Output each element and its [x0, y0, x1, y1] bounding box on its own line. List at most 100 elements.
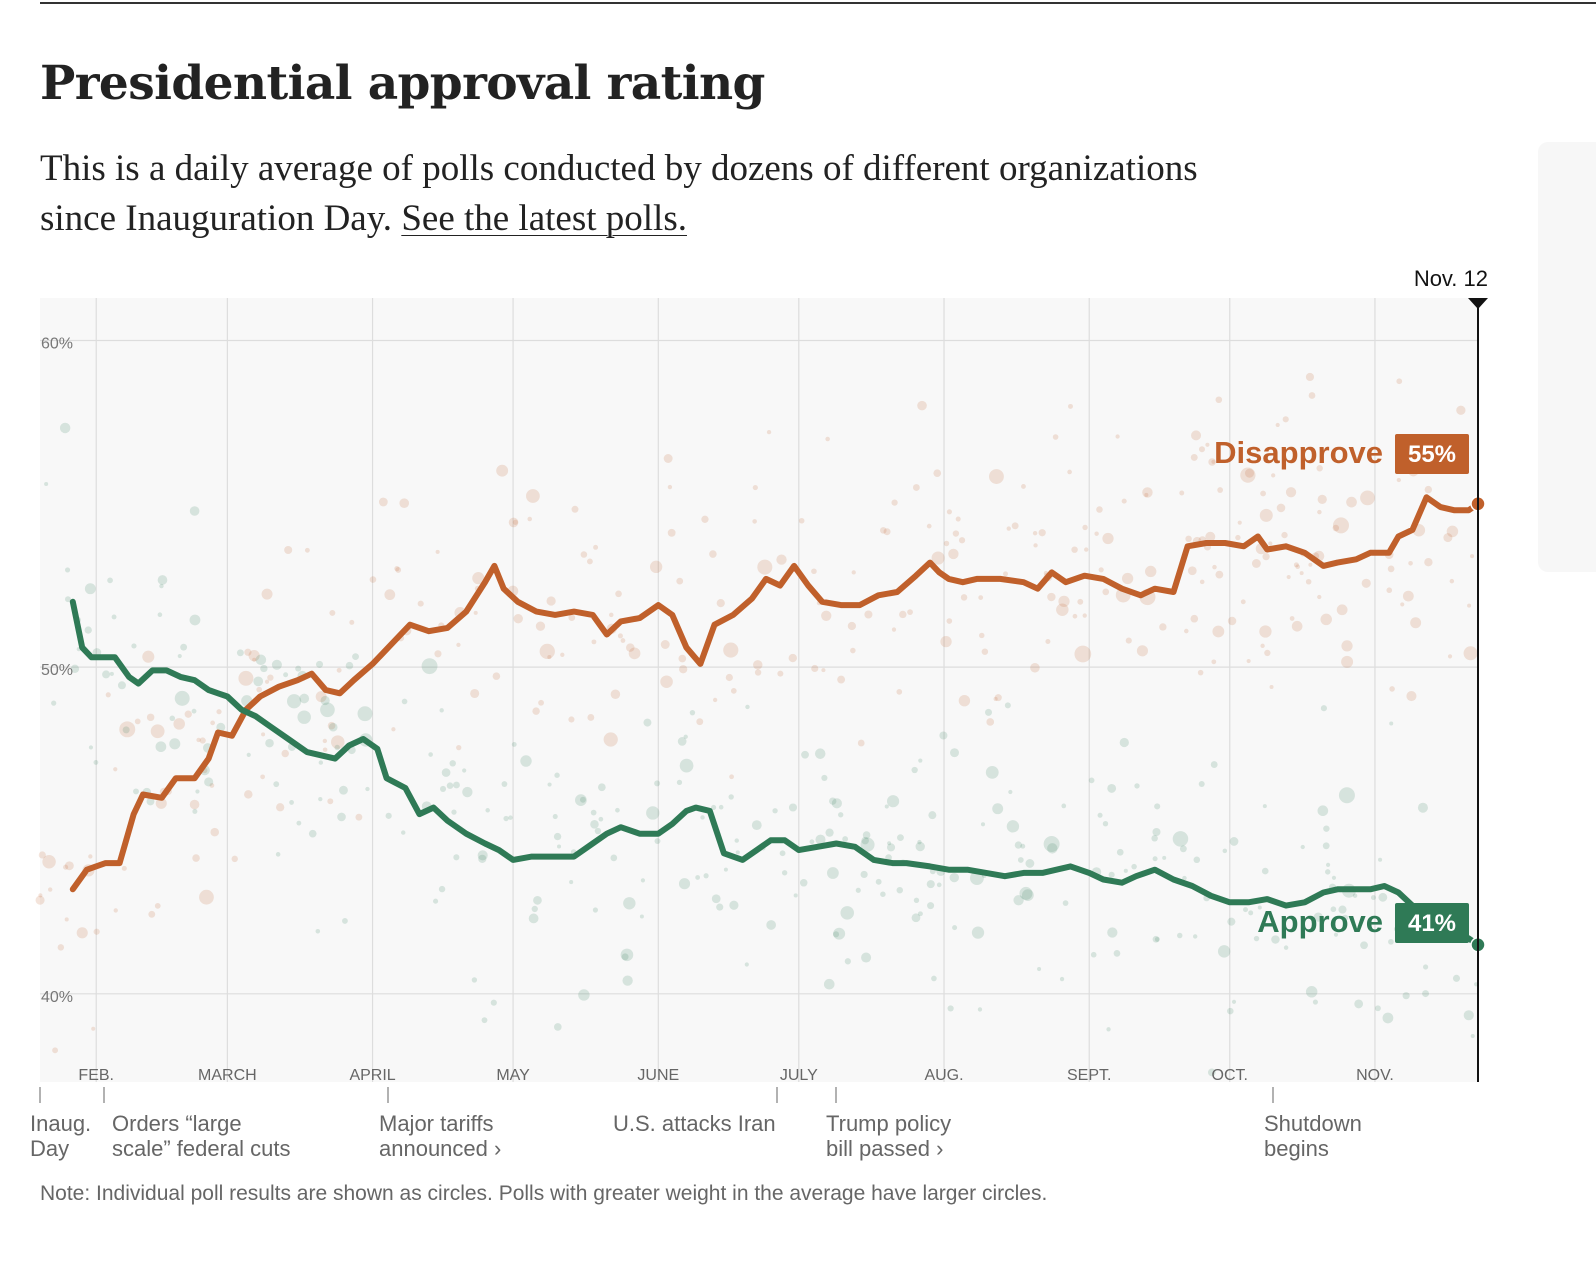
poll-dot	[1096, 506, 1103, 513]
poll-dot	[586, 558, 593, 565]
poll-dot	[1417, 802, 1428, 813]
poll-dot	[1240, 599, 1246, 605]
poll-dot	[1320, 613, 1332, 626]
poll-dot	[568, 614, 576, 622]
event-label: announced ›	[379, 1136, 501, 1161]
poll-dot	[296, 820, 302, 826]
poll-dot	[1134, 783, 1140, 789]
poll-dot	[1235, 534, 1241, 541]
poll-dot	[979, 632, 985, 639]
poll-dot	[547, 655, 552, 660]
poll-dot	[157, 575, 168, 585]
poll-dot	[485, 808, 490, 813]
poll-dot	[253, 676, 264, 687]
poll-dot	[1159, 623, 1167, 631]
event-label: Orders “large	[112, 1111, 242, 1136]
poll-dot	[1293, 562, 1299, 568]
poll-dot	[1316, 465, 1323, 472]
poll-dot	[683, 734, 688, 739]
poll-dot	[766, 920, 776, 930]
poll-dot	[1269, 684, 1274, 689]
poll-dot	[1119, 737, 1129, 748]
month-label: MAY	[496, 1067, 530, 1084]
poll-dot	[142, 650, 155, 663]
poll-dot	[216, 709, 222, 715]
poll-dot	[1025, 859, 1035, 868]
poll-dot	[603, 732, 618, 747]
latest-polls-link[interactable]: See the latest polls.	[401, 198, 687, 239]
poll-dot	[1470, 554, 1475, 559]
poll-dot	[1406, 691, 1417, 702]
poll-dot	[119, 721, 136, 738]
top-rule	[40, 2, 1596, 4]
poll-dot	[210, 827, 220, 837]
poll-dot	[441, 768, 451, 777]
poll-dot	[886, 795, 900, 808]
poll-dot	[421, 658, 438, 675]
month-label: NOV.	[1356, 1067, 1394, 1084]
poll-dot	[1062, 900, 1069, 906]
poll-dot	[744, 962, 749, 967]
poll-dot	[157, 612, 163, 618]
poll-dot	[788, 653, 797, 663]
poll-dot	[927, 902, 935, 910]
poll-dot	[1396, 477, 1401, 483]
poll-dot	[440, 785, 447, 792]
poll-dot	[192, 854, 200, 862]
poll-dot	[553, 832, 562, 841]
y-tick-label: 40%	[41, 989, 73, 1006]
poll-dot	[952, 530, 960, 537]
poll-dot	[912, 484, 920, 491]
poll-dot	[51, 700, 57, 706]
poll-dot	[1305, 578, 1312, 585]
poll-dot	[244, 790, 253, 799]
poll-dot	[1322, 842, 1330, 850]
poll-dot	[552, 814, 558, 820]
poll-dot	[470, 688, 480, 699]
poll-dot	[1210, 761, 1218, 768]
end-labels: 55% Disapprove 41% Approve	[1214, 434, 1469, 943]
poll-dot	[1323, 825, 1330, 832]
poll-dot	[1045, 639, 1051, 645]
poll-dot	[931, 975, 937, 982]
poll-dot	[1283, 945, 1289, 950]
poll-dot	[928, 811, 937, 820]
poll-dot	[1021, 484, 1026, 489]
poll-dot	[993, 696, 998, 702]
poll-dot	[610, 854, 618, 862]
poll-dot	[150, 724, 165, 739]
poll-dot	[70, 664, 80, 673]
poll-dot	[169, 738, 181, 750]
poll-dot	[837, 675, 846, 684]
poll-dot	[1097, 812, 1103, 818]
current-date-triangle	[1468, 298, 1488, 309]
poll-dot	[527, 516, 533, 522]
poll-dot	[575, 794, 587, 807]
poll-dot	[1211, 659, 1217, 665]
poll-dot	[598, 816, 604, 822]
poll-dot	[729, 900, 739, 910]
poll-dot	[337, 812, 346, 822]
poll-dot	[640, 878, 646, 883]
poll-dot	[556, 844, 562, 849]
poll-dot	[1072, 613, 1078, 619]
poll-dot	[1162, 855, 1167, 860]
poll-dot	[496, 464, 509, 477]
poll-dot	[735, 850, 740, 855]
poll-dot	[1212, 564, 1217, 570]
poll-dot	[1192, 934, 1198, 939]
poll-dot	[401, 830, 406, 835]
poll-dot	[815, 834, 826, 845]
poll-dot	[801, 750, 809, 759]
poll-dot	[660, 675, 673, 689]
poll-dot	[917, 911, 923, 917]
poll-dot	[248, 650, 260, 662]
poll-dot	[1305, 372, 1315, 382]
poll-dot	[327, 798, 334, 805]
poll-dot	[328, 722, 338, 732]
poll-dot	[275, 852, 281, 857]
poll-dot	[1038, 529, 1046, 537]
poll-dot	[886, 843, 896, 852]
poll-dot	[646, 806, 660, 820]
poll-dot	[1470, 1033, 1475, 1039]
